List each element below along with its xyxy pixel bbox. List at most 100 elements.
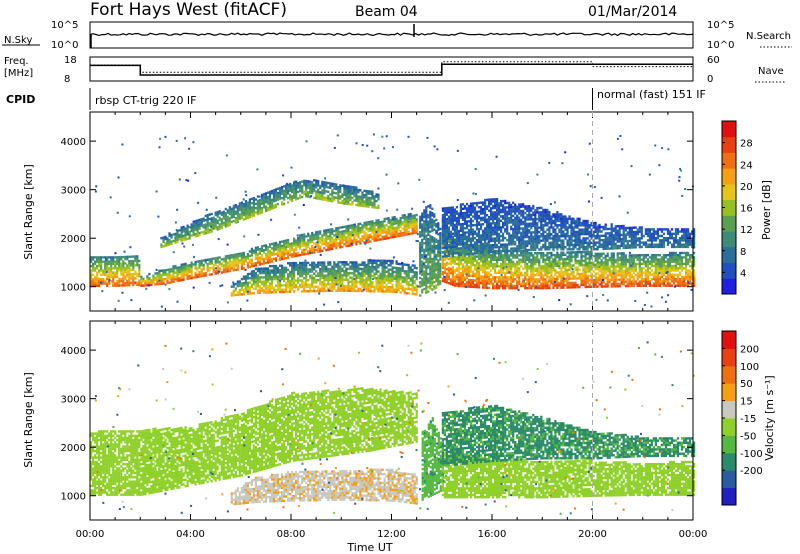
echo-cell (550, 260, 553, 263)
echo-cell (319, 276, 322, 280)
echo-cell (274, 199, 278, 202)
echo-cell (258, 212, 261, 215)
echo-cell (413, 225, 416, 228)
echo-cell (443, 233, 446, 236)
echo-cell (443, 263, 446, 266)
echo-cell (399, 217, 402, 220)
echo-cell (283, 185, 286, 188)
echo-cell (311, 290, 314, 293)
echo-cell (654, 284, 657, 287)
echo-cell (363, 204, 366, 208)
echo-cell (307, 239, 310, 242)
echo-cell (600, 270, 603, 273)
echo-cell (278, 282, 282, 285)
echo-cell (339, 201, 342, 204)
echo-cell (321, 191, 324, 194)
echo-cell (538, 280, 541, 283)
echo-cell (580, 257, 583, 260)
echo-cell (305, 241, 308, 245)
echo-cell (608, 265, 611, 268)
echo-cell (150, 281, 153, 284)
echo-cell (359, 272, 362, 275)
echo-cell (204, 229, 207, 233)
echo-cell (560, 266, 563, 270)
echo-cell (198, 220, 201, 224)
echo-cell (337, 226, 340, 230)
echo-cell (371, 268, 374, 271)
echo-cell (367, 203, 370, 206)
echo-cell (321, 236, 324, 239)
echo-cell (198, 271, 201, 274)
echo-cell (648, 262, 651, 266)
echo-cell (542, 278, 545, 281)
echo-cell (373, 261, 376, 264)
echo-cell (560, 269, 563, 272)
echo-cell (365, 287, 368, 291)
echo-cell (347, 287, 350, 290)
echo-cell (401, 227, 404, 230)
echo-cell (453, 219, 456, 222)
echo-cell (598, 252, 601, 255)
echo-cell (194, 276, 197, 279)
echo-cell (281, 271, 284, 274)
echo-cell (303, 237, 306, 241)
echo-cell (98, 260, 101, 263)
echo-cell (323, 238, 326, 241)
echo-cell (471, 255, 475, 258)
echo-cell (299, 238, 302, 241)
echo-cell (682, 280, 686, 283)
echo-cell (548, 278, 551, 281)
echo-cell (498, 265, 501, 268)
echo-cell (321, 243, 324, 246)
echo-cell (449, 224, 452, 227)
echo-cell (590, 263, 593, 267)
echo-cell (475, 264, 479, 267)
echo-cell (389, 275, 392, 278)
echo-cell (363, 189, 366, 192)
echo-cell (329, 232, 332, 236)
echo-cell (494, 262, 497, 266)
echo-cell (540, 256, 543, 259)
echo-cell (373, 195, 376, 198)
echo-cell (293, 279, 296, 282)
echo-cell (323, 287, 326, 290)
echo-cell (375, 206, 378, 209)
echo-cell (646, 278, 649, 281)
echo-cell (371, 270, 374, 273)
echo-cell (504, 284, 507, 288)
echo-cell (329, 248, 332, 251)
echo-cell (371, 266, 374, 269)
echo-cell (341, 226, 344, 229)
echo-cell (465, 263, 469, 266)
echo-cell (610, 254, 613, 257)
echo-cell (672, 282, 676, 285)
echo-cell (449, 269, 452, 273)
echo-cell (586, 274, 589, 278)
echo-cell (126, 279, 129, 283)
echo-cell (289, 185, 292, 188)
echo-cell (367, 190, 370, 193)
echo-cell (287, 190, 290, 193)
echo-cell (311, 283, 314, 286)
echo-cell (287, 241, 290, 244)
echo-cell (467, 261, 471, 264)
echo-cell (377, 195, 380, 199)
echo-cell (459, 225, 462, 228)
echo-cell (162, 282, 165, 285)
echo-cell (202, 274, 205, 277)
echo-cell (558, 262, 561, 265)
echo-cell (289, 198, 292, 201)
echo-cell (208, 217, 211, 221)
echo-cell (276, 266, 280, 270)
echo-cell (281, 201, 284, 204)
echo-cell (289, 270, 292, 274)
echo-cell (658, 275, 661, 279)
echo-cell (558, 271, 561, 274)
echo-cell (409, 268, 412, 271)
echo-cell (387, 277, 390, 280)
echo-cell (236, 261, 239, 265)
echo-cell (365, 272, 368, 275)
echo-cell (345, 225, 348, 228)
echo-cell (144, 284, 147, 287)
echo-cell (114, 284, 117, 287)
